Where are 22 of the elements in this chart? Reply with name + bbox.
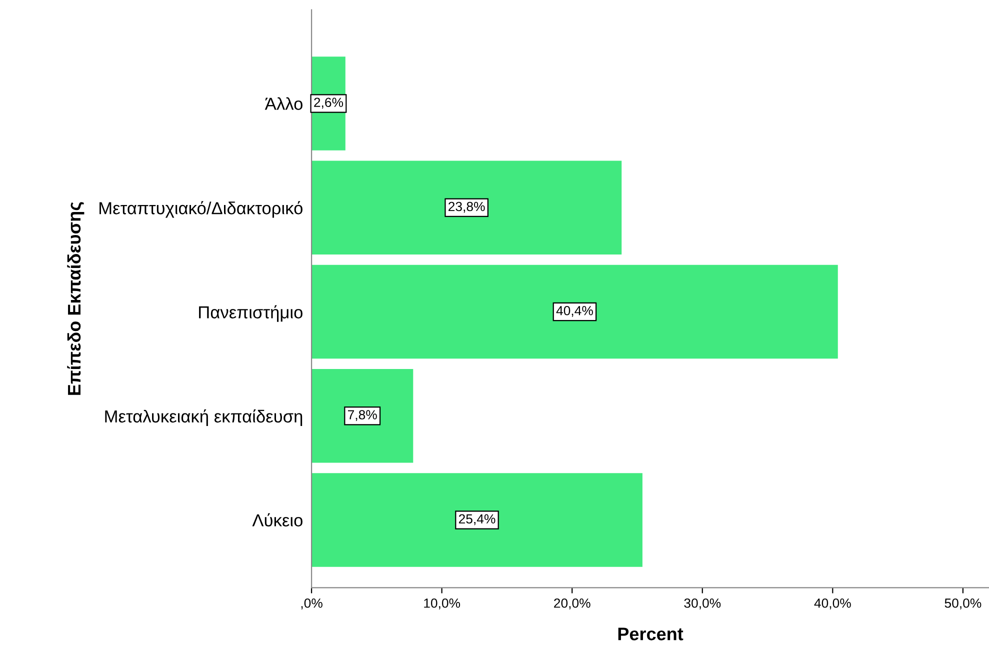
data-label: 40,4% bbox=[556, 306, 593, 317]
data-label: 23,8% bbox=[448, 202, 485, 213]
y-tick-label: Μεταλυκειακή εκπαίδευση bbox=[105, 409, 302, 426]
x-tick-label: ,0% bbox=[301, 598, 322, 610]
data-label: 7,8% bbox=[348, 410, 377, 421]
data-label: 25,4% bbox=[458, 514, 496, 526]
x-tick-label: 30,0% bbox=[684, 598, 721, 610]
bar bbox=[312, 160, 622, 254]
y-tick-label: Μεταπτυχιακό/Διδακτορικό bbox=[100, 201, 302, 218]
y-tick-label: Άλλο bbox=[264, 97, 302, 110]
x-tick-label: 20,0% bbox=[554, 598, 590, 610]
y-axis-title: Επίπεδο Εκπαίδευσης bbox=[67, 202, 84, 395]
x-axis-title: Percent bbox=[618, 628, 684, 640]
x-tick-label: 10,0% bbox=[424, 598, 460, 610]
bar bbox=[312, 264, 838, 359]
bar bbox=[312, 473, 642, 567]
y-tick-label: Πανεπιστήμιο bbox=[199, 305, 302, 322]
x-tick-label: 50,0% bbox=[944, 598, 982, 610]
y-tick-label: Λύκειο bbox=[252, 513, 302, 526]
data-label: 2,6% bbox=[314, 98, 344, 109]
bar bbox=[312, 369, 414, 463]
x-tick-label: 40,0% bbox=[814, 598, 851, 610]
